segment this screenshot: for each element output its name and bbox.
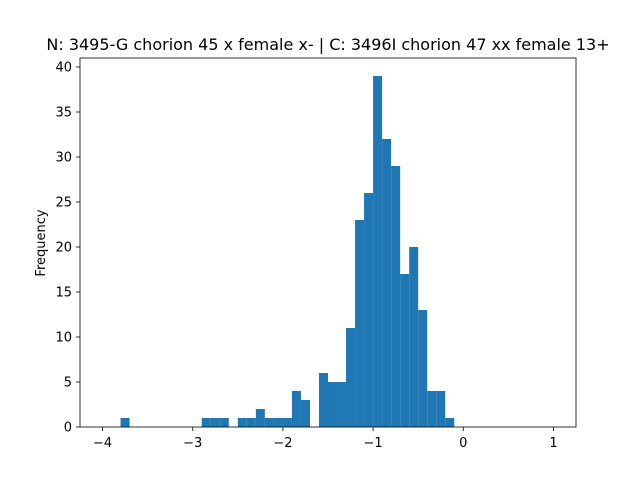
- histogram-bar-11: [300, 400, 310, 427]
- histogram-bar-22: [409, 247, 419, 427]
- histogram-bar-21: [400, 274, 410, 427]
- histogram-bar-1: [201, 418, 211, 427]
- x-tick-label: −4: [93, 436, 112, 451]
- y-tick-label: 0: [64, 421, 72, 436]
- histogram-bar-14: [337, 382, 347, 427]
- histogram-bar-17: [364, 193, 374, 427]
- histogram-bar-2: [210, 418, 220, 427]
- histogram-bar-9: [282, 418, 292, 427]
- histogram-bar-26: [445, 418, 455, 427]
- y-tick-label: 15: [55, 286, 72, 301]
- histogram-bars: [120, 76, 455, 427]
- histogram-bar-18: [373, 76, 383, 427]
- x-axis-ticks: −4 −3 −2 −1 0 1: [93, 427, 558, 451]
- x-tick-label: −1: [364, 436, 383, 451]
- chart-title: N: 3495-G chorion 45 x female x- | C: 34…: [46, 35, 609, 54]
- histogram-bar-23: [418, 310, 428, 427]
- x-tick-label: −2: [273, 436, 292, 451]
- y-tick-label: 30: [55, 151, 72, 166]
- histogram-bar-0: [120, 418, 130, 427]
- histogram-bar-3: [219, 418, 229, 427]
- x-tick-label: −3: [183, 436, 202, 451]
- y-tick-label: 25: [55, 196, 72, 211]
- histogram-bar-13: [328, 382, 338, 427]
- histogram-bar-15: [346, 328, 356, 427]
- histogram-bar-7: [264, 418, 274, 427]
- histogram-bar-25: [436, 391, 446, 427]
- y-tick-label: 35: [55, 106, 72, 121]
- histogram-bar-8: [273, 418, 283, 427]
- y-axis-label: Frequency: [34, 209, 49, 276]
- x-tick-label: 1: [549, 436, 557, 451]
- histogram-bar-20: [391, 166, 401, 427]
- y-axis-ticks: 0 5 10 15 20 25 30 35 40: [55, 61, 80, 436]
- histogram-bar-16: [355, 220, 365, 427]
- histogram-bar-10: [291, 391, 301, 427]
- histogram-bar-19: [382, 139, 392, 427]
- y-tick-label: 40: [55, 61, 72, 76]
- y-tick-label: 10: [55, 331, 72, 346]
- histogram-bar-4: [237, 418, 247, 427]
- axes-frame: [79, 57, 577, 428]
- x-tick-label: 0: [459, 436, 467, 451]
- histogram-bar-5: [246, 418, 256, 427]
- y-tick-label: 20: [55, 241, 72, 256]
- histogram-bar-24: [427, 391, 437, 427]
- histogram-bar-6: [255, 409, 265, 427]
- histogram-bar-12: [318, 373, 328, 427]
- y-tick-label: 5: [64, 376, 72, 391]
